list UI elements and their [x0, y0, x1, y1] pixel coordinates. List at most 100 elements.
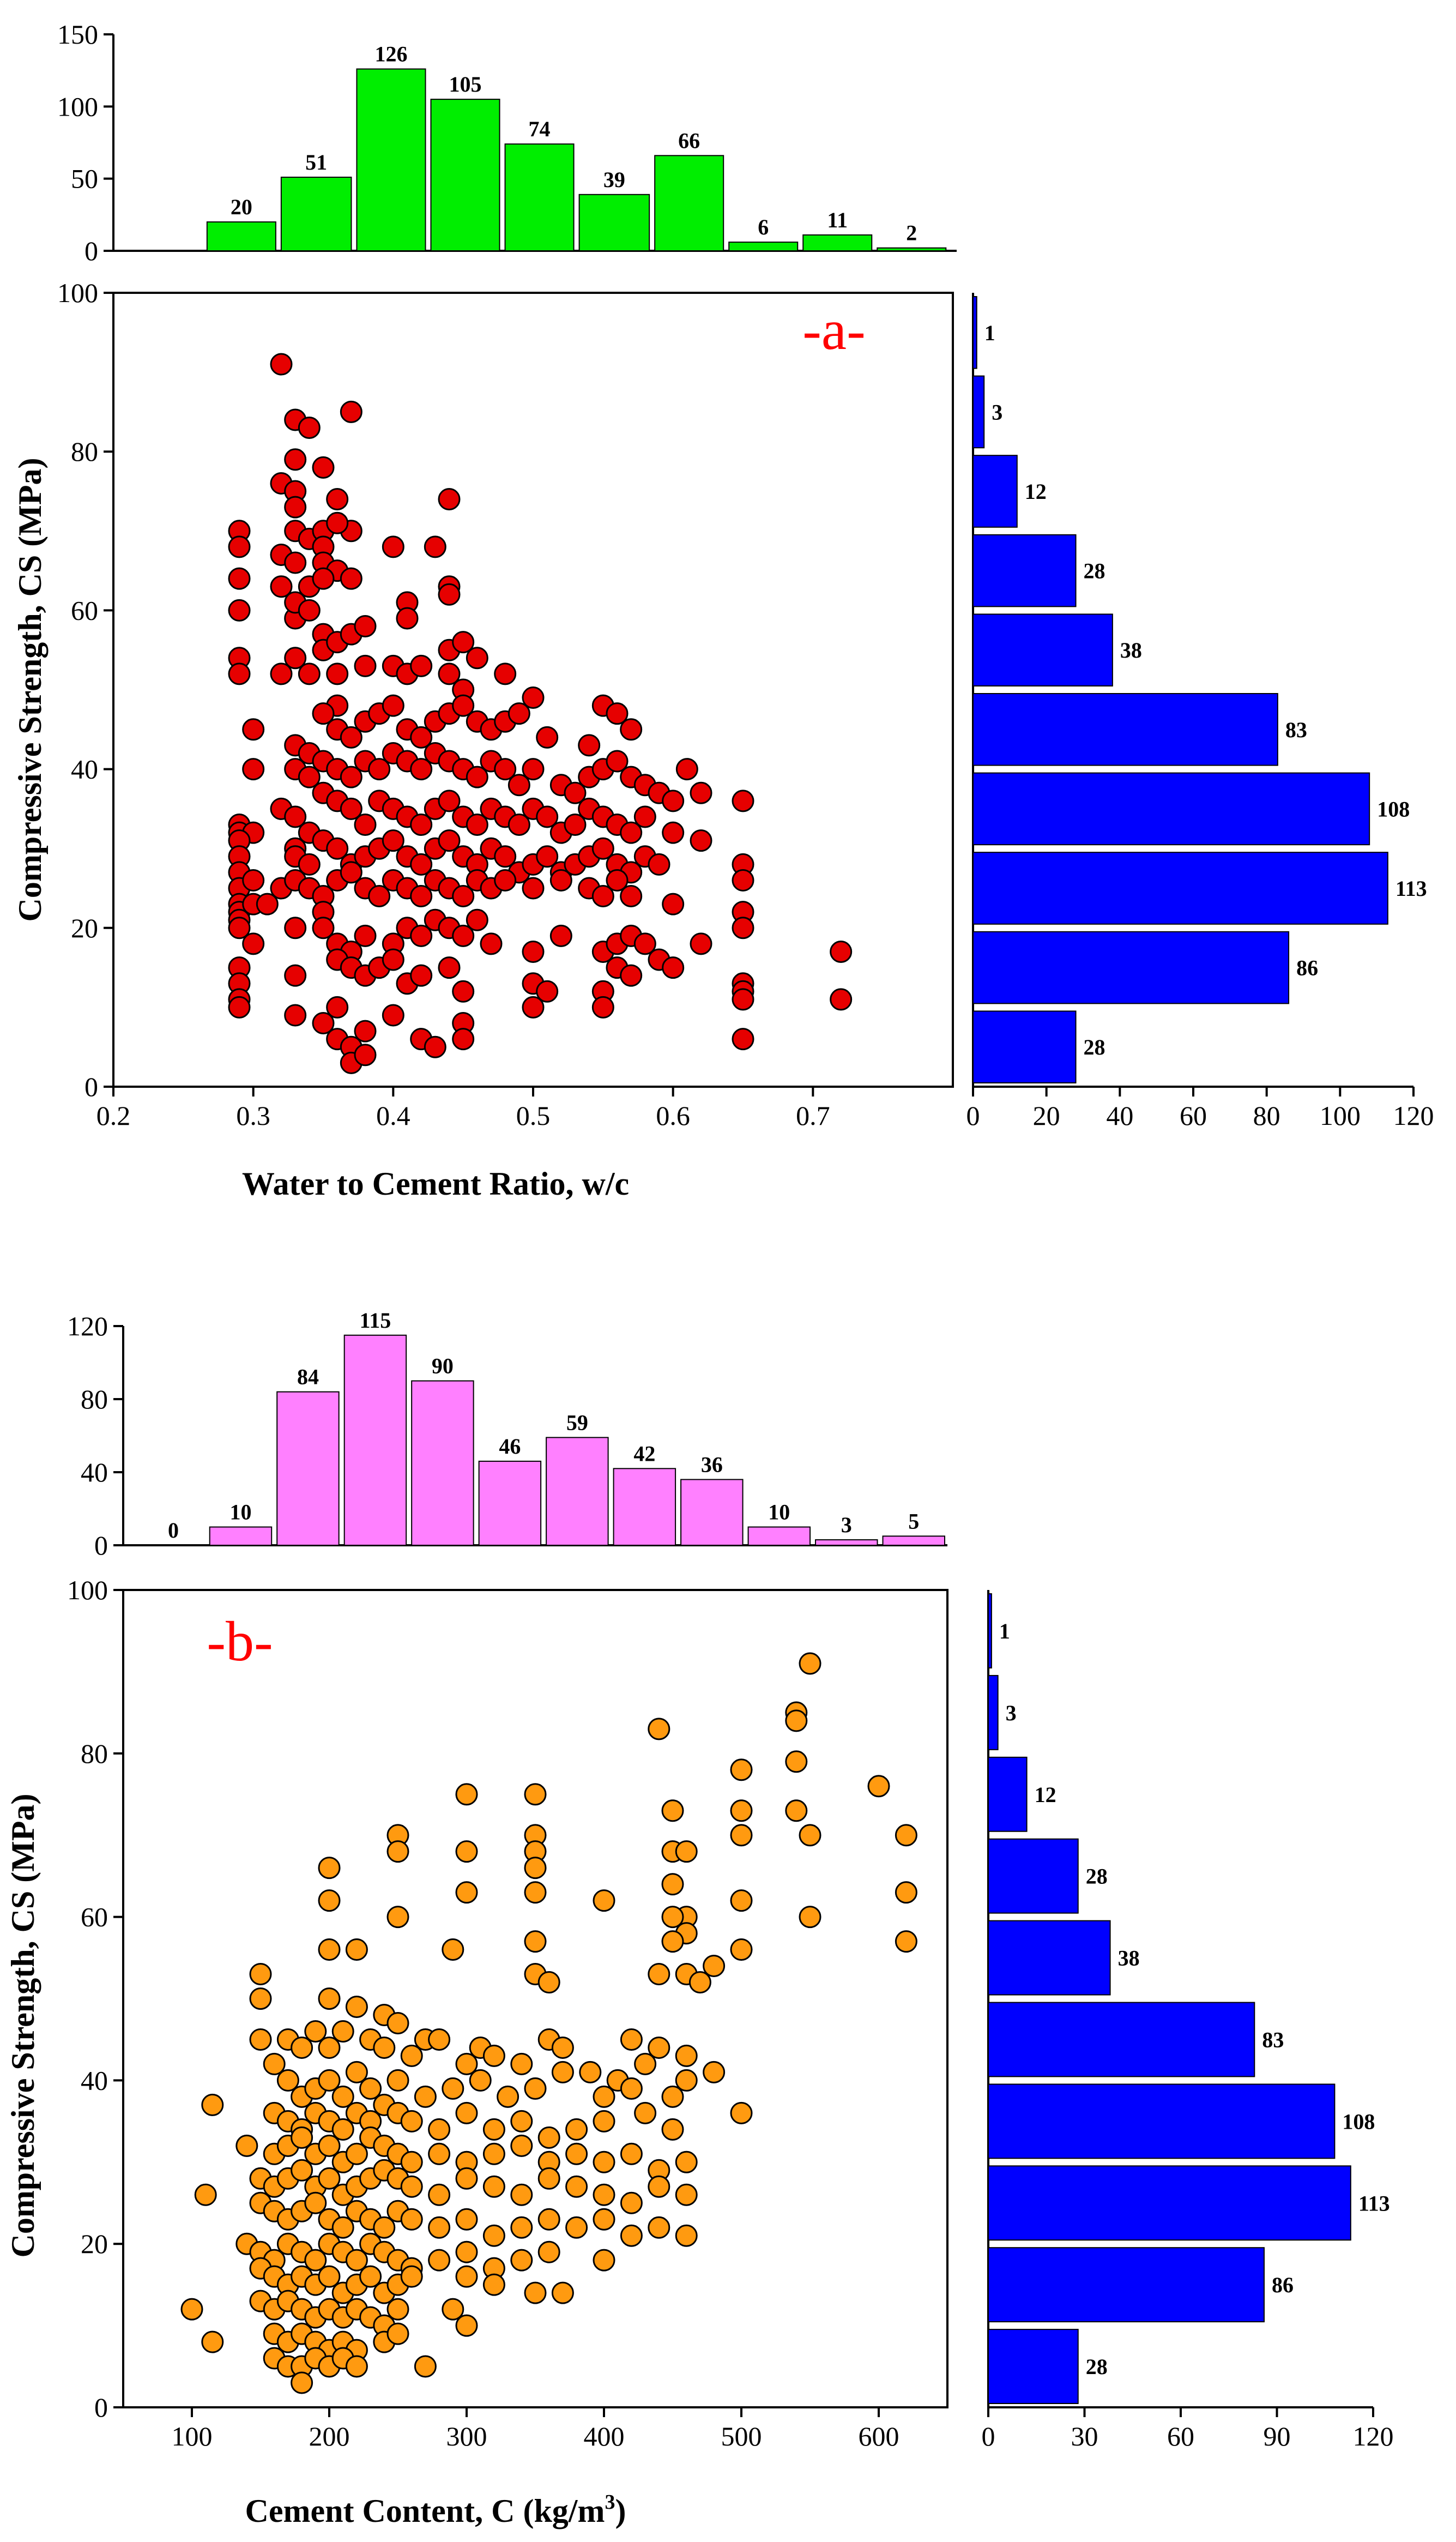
data-point: [368, 885, 391, 908]
y-tick-label-a: 0: [84, 1071, 98, 1102]
right-hist-bar: [988, 1920, 1111, 1996]
data-point: [318, 1857, 341, 1880]
data-point: [661, 1930, 684, 1953]
data-point: [785, 1709, 808, 1732]
top-hist-bar: [276, 1391, 340, 1546]
data-point: [428, 2142, 451, 2165]
top-hist-bar: [680, 1479, 744, 1546]
top-hist-tick-label-a: 100: [57, 91, 98, 122]
right-hist-bar-label: 38: [1120, 638, 1142, 662]
data-point: [551, 2036, 574, 2059]
top-hist-bar-label: 90: [432, 1354, 454, 1378]
data-point: [895, 1824, 917, 1847]
data-point: [785, 1750, 808, 1773]
y-tick-label-b: 80: [81, 1738, 108, 1769]
top-hist-bar-label: 36: [701, 1452, 723, 1477]
top-hist-bar: [546, 1437, 609, 1546]
data-point: [382, 829, 404, 852]
data-point: [537, 1971, 560, 1994]
scatter-plot-a: 0.2 0.3 0.4 0.5 0.6 0.7 0 20 40 60 80 100: [57, 278, 954, 1131]
data-point: [326, 837, 349, 860]
data-point: [620, 2142, 643, 2165]
data-point: [345, 2061, 368, 2083]
data-point: [354, 814, 377, 836]
data-point: [785, 1799, 808, 1822]
data-point: [452, 885, 475, 908]
data-point: [455, 2314, 478, 2337]
data-point: [228, 917, 251, 939]
right-hist-bar: [972, 613, 1113, 687]
right-hist-bar-label: 113: [1395, 876, 1427, 901]
top-hist-bar-label: 84: [297, 1365, 319, 1389]
top-hist-bar-label: 11: [827, 208, 848, 232]
data-point: [298, 853, 321, 876]
data-point: [410, 964, 433, 987]
data-point: [340, 797, 363, 820]
data-point: [284, 647, 307, 670]
data-point: [345, 2142, 368, 2165]
data-point: [799, 1824, 821, 1847]
top-hist-bar-label: 3: [841, 1513, 852, 1537]
data-point: [648, 2036, 670, 2059]
data-point: [228, 662, 251, 685]
data-point: [494, 758, 517, 781]
data-point: [242, 718, 265, 741]
data-point: [662, 956, 685, 979]
data-point: [284, 448, 307, 471]
right-hist-bar: [972, 772, 1370, 846]
right-hist-tick-label-b: 120: [1353, 2421, 1394, 2451]
data-point: [522, 686, 545, 709]
data-point: [620, 2077, 643, 2100]
data-point: [662, 790, 685, 812]
data-point: [620, 821, 643, 844]
data-point: [410, 726, 433, 749]
data-point: [494, 869, 517, 891]
data-point: [524, 1783, 547, 1806]
data-point: [536, 726, 559, 749]
data-point: [318, 2134, 341, 2157]
right-hist-bar-label: 28: [1086, 2354, 1108, 2379]
data-point: [510, 2110, 533, 2133]
data-point: [386, 2069, 409, 2092]
right-hist-tick-label-a: 40: [1106, 1100, 1133, 1131]
data-point: [522, 877, 545, 900]
top-hist-bar: [478, 1460, 542, 1546]
data-point: [480, 932, 503, 955]
data-point: [675, 1840, 698, 1863]
data-point: [340, 726, 363, 749]
data-point: [675, 2069, 698, 2092]
top-hist-bar: [728, 242, 799, 251]
top-hist-tick-label-a: 50: [71, 164, 98, 194]
x-tick-label-a: 0.4: [376, 1100, 410, 1131]
right-hist-tick-label-a: 100: [1320, 1100, 1361, 1131]
data-point: [326, 488, 349, 511]
data-point: [524, 1930, 547, 1953]
data-point: [263, 2052, 286, 2075]
right-histogram-a: 0 20 40 60 80 100 120 1 3 12 28 38 83 108 113 86 28: [966, 293, 1434, 1131]
top-hist-bar-label: 5: [908, 1509, 919, 1533]
data-point: [482, 2273, 505, 2296]
data-point: [620, 885, 643, 908]
top-hist-bar: [802, 234, 873, 251]
data-point: [256, 893, 279, 915]
data-point: [291, 2036, 313, 2059]
data-point: [270, 662, 293, 685]
data-point: [400, 2175, 423, 2198]
data-point: [593, 2208, 615, 2231]
data-point: [648, 1718, 670, 1740]
top-hist-bar-label: 42: [633, 1441, 655, 1466]
top-hist-bar: [654, 155, 724, 251]
data-point: [579, 2061, 602, 2083]
top-hist-bar: [430, 99, 500, 251]
data-point: [494, 662, 517, 685]
data-point: [228, 535, 251, 558]
data-point: [565, 2216, 588, 2239]
right-hist-bar-label: 12: [1025, 479, 1047, 504]
data-point: [455, 2052, 478, 2075]
data-point: [564, 781, 587, 804]
data-point: [466, 908, 488, 931]
data-point: [591, 837, 614, 860]
right-hist-bar-label: 86: [1296, 956, 1318, 980]
right-hist-bar: [972, 852, 1388, 925]
data-point: [270, 575, 293, 598]
